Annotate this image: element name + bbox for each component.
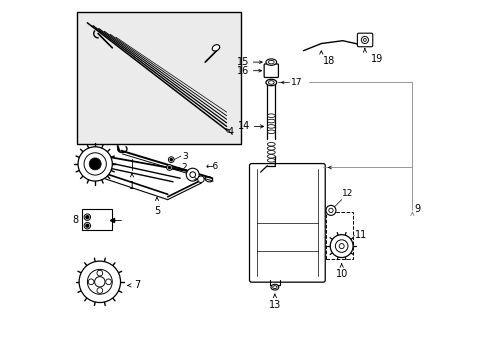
- Circle shape: [168, 166, 170, 168]
- Circle shape: [86, 224, 88, 227]
- Text: 10: 10: [335, 269, 347, 279]
- Circle shape: [339, 244, 344, 249]
- Text: ←6: ←6: [205, 162, 218, 171]
- Text: 16: 16: [236, 66, 248, 76]
- Circle shape: [197, 176, 203, 183]
- Circle shape: [86, 216, 88, 219]
- Text: 5: 5: [154, 206, 160, 216]
- Ellipse shape: [267, 130, 275, 134]
- Circle shape: [84, 222, 90, 229]
- Ellipse shape: [268, 60, 274, 64]
- Text: 11: 11: [354, 230, 366, 240]
- Ellipse shape: [267, 150, 275, 154]
- Bar: [325, 212, 352, 258]
- Circle shape: [325, 205, 335, 215]
- Text: 8: 8: [72, 215, 78, 225]
- Text: 4: 4: [227, 127, 233, 137]
- Circle shape: [166, 165, 172, 170]
- FancyBboxPatch shape: [264, 64, 278, 77]
- Ellipse shape: [267, 147, 275, 150]
- FancyBboxPatch shape: [357, 33, 372, 47]
- Circle shape: [95, 276, 105, 287]
- Ellipse shape: [212, 45, 219, 51]
- Ellipse shape: [265, 59, 276, 65]
- Ellipse shape: [204, 177, 212, 182]
- Ellipse shape: [267, 125, 275, 128]
- Text: 3: 3: [183, 152, 188, 161]
- Ellipse shape: [267, 154, 275, 158]
- Circle shape: [87, 269, 112, 294]
- Ellipse shape: [267, 119, 275, 123]
- Circle shape: [89, 158, 101, 170]
- Circle shape: [189, 172, 195, 177]
- Circle shape: [97, 288, 102, 293]
- Text: 17: 17: [290, 78, 302, 87]
- Text: 12: 12: [342, 189, 353, 198]
- Bar: [82, 209, 112, 230]
- Ellipse shape: [268, 81, 274, 84]
- Circle shape: [361, 36, 367, 44]
- Ellipse shape: [267, 143, 275, 146]
- Ellipse shape: [267, 114, 275, 117]
- Circle shape: [328, 208, 332, 212]
- Ellipse shape: [272, 286, 276, 289]
- Ellipse shape: [270, 284, 278, 290]
- Ellipse shape: [265, 79, 276, 86]
- Text: 1: 1: [129, 181, 135, 191]
- Text: 13: 13: [268, 300, 281, 310]
- Circle shape: [105, 279, 111, 285]
- Text: 7: 7: [134, 280, 140, 291]
- Text: 2: 2: [181, 163, 186, 172]
- Circle shape: [170, 158, 172, 161]
- FancyBboxPatch shape: [249, 163, 325, 282]
- Circle shape: [84, 214, 90, 220]
- Circle shape: [78, 147, 112, 181]
- Ellipse shape: [267, 158, 275, 162]
- Circle shape: [168, 157, 174, 162]
- Circle shape: [335, 240, 347, 252]
- Text: 18: 18: [323, 57, 335, 66]
- Circle shape: [363, 39, 366, 41]
- Circle shape: [186, 168, 199, 181]
- Circle shape: [329, 235, 352, 257]
- Text: 9: 9: [413, 203, 420, 213]
- Circle shape: [79, 261, 121, 302]
- Text: 19: 19: [370, 54, 383, 64]
- Circle shape: [84, 153, 106, 175]
- Text: 15: 15: [236, 57, 248, 67]
- Bar: [77, 12, 241, 144]
- Circle shape: [88, 279, 94, 285]
- Circle shape: [97, 270, 102, 276]
- Text: 14: 14: [238, 121, 250, 131]
